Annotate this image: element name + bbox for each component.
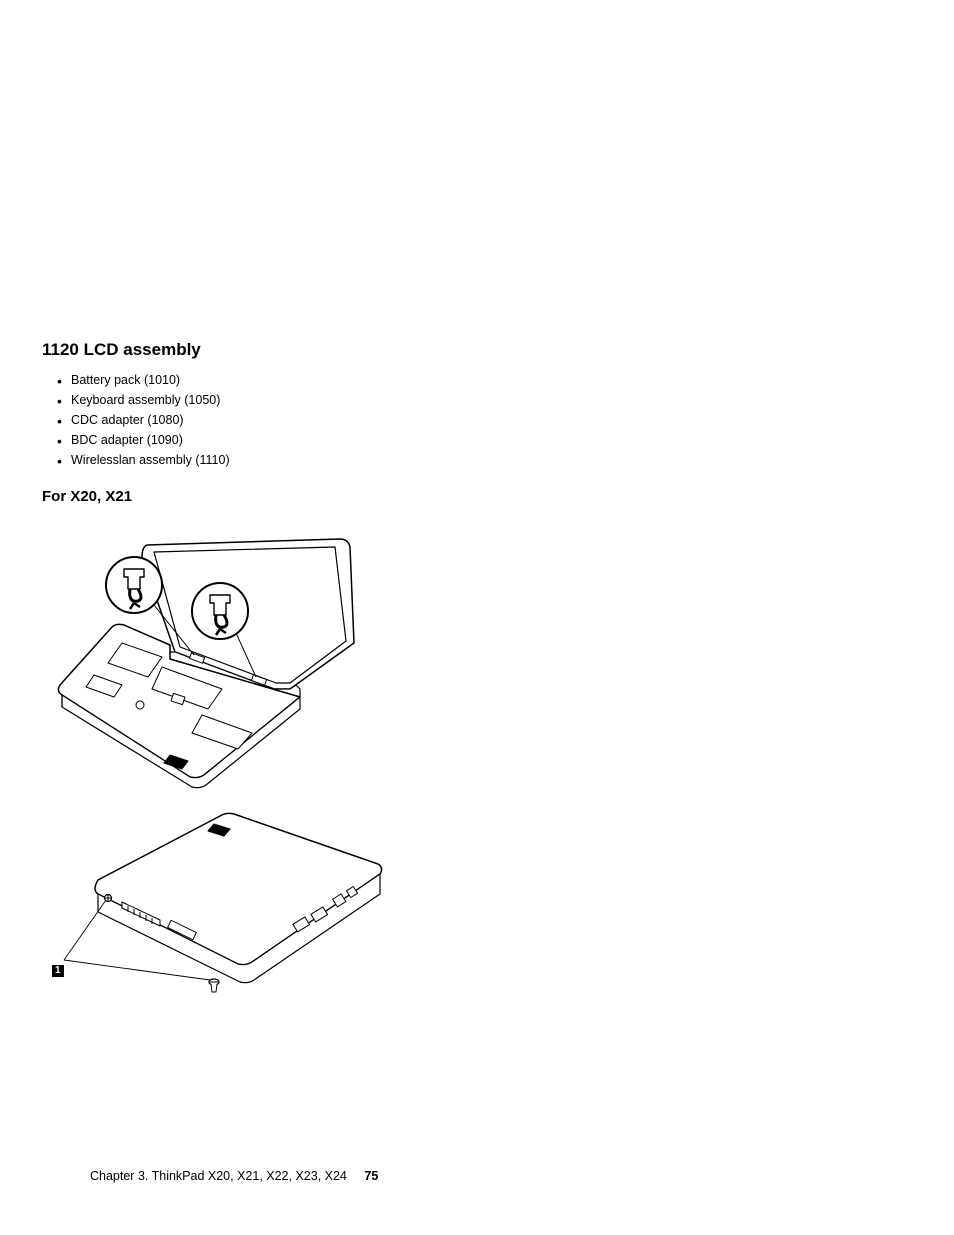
assembly-diagram: 1 [52, 517, 912, 1020]
prerequisites-list: Battery pack (1010) Keyboard assembly (1… [57, 370, 912, 470]
chapter-text: Chapter 3. ThinkPad X20, X21, X22, X23, … [90, 1169, 347, 1183]
list-item: Wirelesslan assembly (1110) [57, 450, 912, 470]
page-number: 75 [364, 1169, 378, 1183]
page-footer: Chapter 3. ThinkPad X20, X21, X22, X23, … [90, 1169, 378, 1183]
list-item: BDC adapter (1090) [57, 430, 912, 450]
list-item: Keyboard assembly (1050) [57, 390, 912, 410]
section-title: 1120 LCD assembly [42, 340, 912, 360]
list-item: Battery pack (1010) [57, 370, 912, 390]
laptop-diagram-svg [52, 517, 392, 997]
callout-label: 1 [52, 965, 64, 977]
list-item: CDC adapter (1080) [57, 410, 912, 430]
subsection-title: For X20, X21 [42, 488, 912, 505]
